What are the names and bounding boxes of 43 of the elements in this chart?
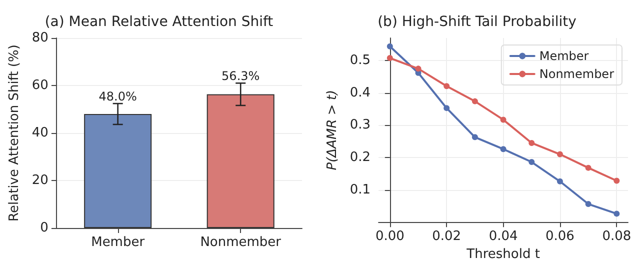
data-label: 48.0%	[98, 89, 137, 104]
x-tick-label: 0.00	[375, 229, 404, 244]
point	[556, 178, 563, 184]
y-tick-label: 80	[32, 30, 48, 46]
y-tick-label: 0.3	[350, 118, 371, 133]
y-tick-label: 20	[32, 173, 48, 188]
data-label: 56.3%	[222, 69, 260, 84]
point	[614, 178, 620, 184]
x-tick-label: 0.02	[432, 229, 462, 244]
y-axis-title: P(ΔAMR > t)	[325, 90, 340, 170]
y-axis-title: Relative Attention Shift (%)	[7, 44, 22, 222]
x-tick-label: Member	[91, 235, 146, 250]
point	[528, 159, 535, 166]
point	[528, 140, 535, 146]
y-tick-label: 60	[32, 78, 48, 93]
x-tick-label: 0.08	[602, 229, 632, 244]
legend-label: Member	[539, 49, 589, 63]
point	[472, 134, 478, 140]
point	[444, 83, 450, 90]
point	[386, 43, 393, 50]
y-tick-label: 0.2	[350, 150, 371, 166]
point	[614, 210, 620, 217]
point	[500, 116, 506, 123]
y-tick-label: 40	[32, 126, 48, 140]
x-tick-label: Nonmember	[200, 235, 282, 250]
point	[585, 201, 592, 208]
legend-label: Nonmember	[539, 67, 614, 81]
y-tick-label: 0	[40, 220, 48, 236]
x-tick-label: 0.06	[546, 229, 574, 244]
point	[585, 164, 592, 171]
x-axis-title: Threshold t	[466, 247, 540, 262]
y-tick-label: 0.1	[350, 182, 371, 198]
chart-title: (b) High-Shift Tail Probability	[378, 14, 576, 30]
chart-title: (a) Mean Relative Attention Shift	[44, 14, 274, 30]
y-tick-label: 0.5	[350, 53, 371, 68]
y-tick-label: 0.4	[350, 85, 371, 100]
point	[556, 151, 563, 158]
point	[444, 105, 450, 112]
point	[386, 55, 393, 62]
point	[472, 98, 478, 104]
x-tick-label: 0.04	[488, 229, 518, 244]
point	[500, 146, 506, 152]
point	[415, 66, 422, 72]
